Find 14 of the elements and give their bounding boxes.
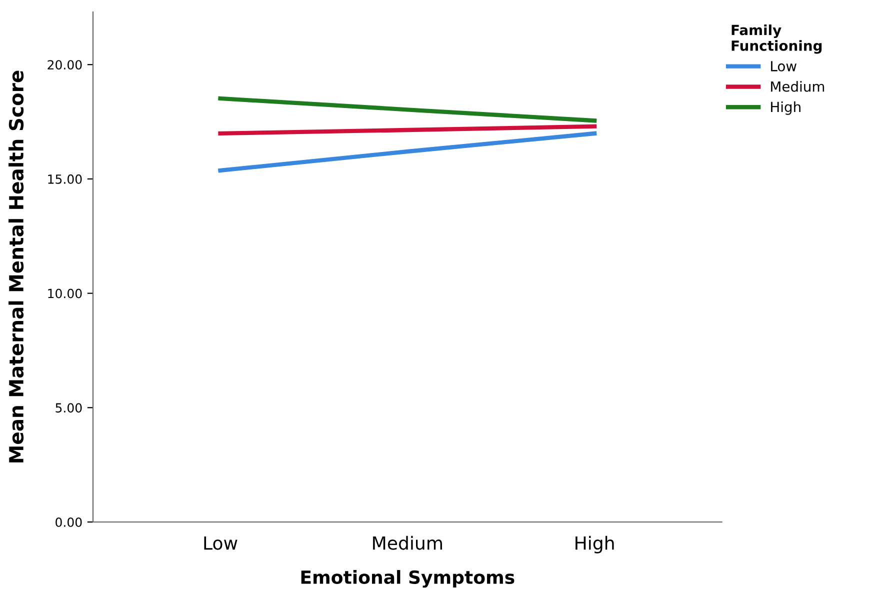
y-tick-label: 10.00 <box>48 288 82 298</box>
legend-title: Family Functioning <box>732 24 822 54</box>
y-tick-label: 20.00 <box>48 60 82 70</box>
y-tick-label: 15.00 <box>48 174 82 184</box>
legend-label: Medium <box>771 81 824 92</box>
y-tick-label: 5.00 <box>56 403 82 413</box>
x-axis-title: Emotional Symptoms <box>301 570 514 588</box>
y-tick-label: 0.00 <box>56 517 82 527</box>
x-tick-label: Medium <box>373 536 442 550</box>
legend-label: Low <box>771 61 796 72</box>
x-tick-label: High <box>576 536 614 554</box>
y-axis-title: Mean Maternal Mental Health Score <box>8 70 24 462</box>
legend-label: High <box>771 101 800 115</box>
x-tick-label: Low <box>204 536 238 550</box>
